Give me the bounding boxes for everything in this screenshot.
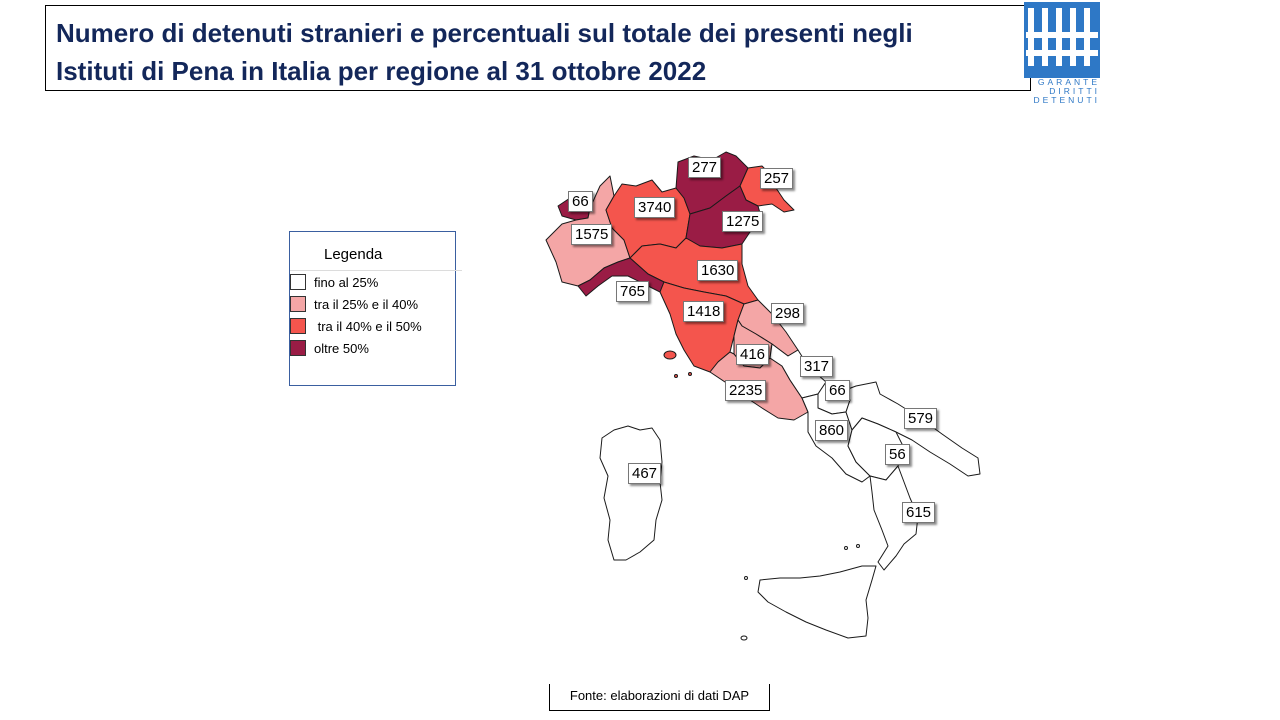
label-sardegna: 467 bbox=[628, 463, 662, 484]
label-valle-daosta: 66 bbox=[568, 191, 593, 212]
label-abruzzo: 317 bbox=[800, 356, 834, 377]
label-friuli: 257 bbox=[760, 168, 794, 189]
legend-swatch bbox=[290, 274, 306, 290]
legend-item-25-40: tra il 25% e il 40% bbox=[290, 295, 418, 313]
legend-swatch bbox=[290, 340, 306, 356]
label-lombardia: 3740 bbox=[634, 197, 676, 218]
legend-swatch bbox=[290, 318, 306, 334]
legend-item-fino-25: fino al 25% bbox=[290, 273, 378, 291]
label-calabria: 615 bbox=[902, 502, 936, 523]
source-note: Fonte: elaborazioni di dati DAP bbox=[549, 684, 770, 711]
label-trentino: 277 bbox=[688, 157, 722, 178]
label-marche: 298 bbox=[771, 303, 805, 324]
region-sicilia bbox=[757, 565, 877, 639]
label-liguria: 765 bbox=[616, 281, 650, 302]
logo-text: GARANTE DIRITTI DETENUTI bbox=[1024, 78, 1102, 105]
legend-separator bbox=[290, 270, 462, 271]
title-line-2: Istituti di Pena in Italia per regione a… bbox=[56, 56, 707, 86]
label-piemonte: 1575 bbox=[571, 224, 613, 245]
label-basilicata: 56 bbox=[885, 444, 910, 465]
logo-emblem bbox=[1024, 2, 1100, 78]
logo-text-line1: GARANTE bbox=[1037, 77, 1100, 87]
label-umbria: 416 bbox=[736, 344, 770, 365]
legend-label: fino al 25% bbox=[314, 274, 379, 290]
legend-item-40-50: tra il 40% e il 50% bbox=[290, 317, 422, 335]
legend-label: tra il 40% e il 50% bbox=[314, 318, 422, 334]
label-emilia-romagna: 1630 bbox=[697, 260, 739, 281]
label-campania: 860 bbox=[815, 420, 849, 441]
label-toscana: 1418 bbox=[683, 301, 725, 322]
garante-logo: GARANTE DIRITTI DETENUTI bbox=[1024, 2, 1102, 108]
map-legend: Legenda fino al 25% tra il 25% e il 40% … bbox=[289, 231, 462, 386]
region-calabria bbox=[869, 465, 919, 571]
island-capri bbox=[674, 374, 678, 378]
title-box: Numero di detenuti stranieri e percentua… bbox=[45, 5, 1031, 91]
island-elba bbox=[663, 350, 677, 360]
label-lazio: 2235 bbox=[725, 380, 767, 401]
logo-text-line3: DETENUTI bbox=[1033, 95, 1100, 105]
island-ustica bbox=[744, 576, 748, 580]
label-molise: 66 bbox=[825, 380, 850, 401]
label-veneto: 1275 bbox=[722, 211, 764, 232]
legend-title: Legenda bbox=[324, 246, 383, 263]
island-pantelleria bbox=[740, 635, 748, 641]
label-puglia: 579 bbox=[904, 408, 938, 429]
island-lipari bbox=[844, 546, 848, 550]
legend-item-oltre-50: oltre 50% bbox=[290, 339, 369, 357]
title-line-1: Numero di detenuti stranieri e percentua… bbox=[56, 18, 913, 48]
legend-label: oltre 50% bbox=[314, 340, 369, 356]
legend-label: tra il 25% e il 40% bbox=[314, 296, 419, 312]
legend-swatch bbox=[290, 296, 306, 312]
island-stromboli bbox=[856, 544, 860, 548]
region-sardegna bbox=[599, 425, 663, 561]
island-giglio bbox=[688, 372, 692, 376]
logo-text-line2: DIRITTI bbox=[1049, 86, 1100, 96]
logo-emblem-icon bbox=[1024, 2, 1100, 78]
